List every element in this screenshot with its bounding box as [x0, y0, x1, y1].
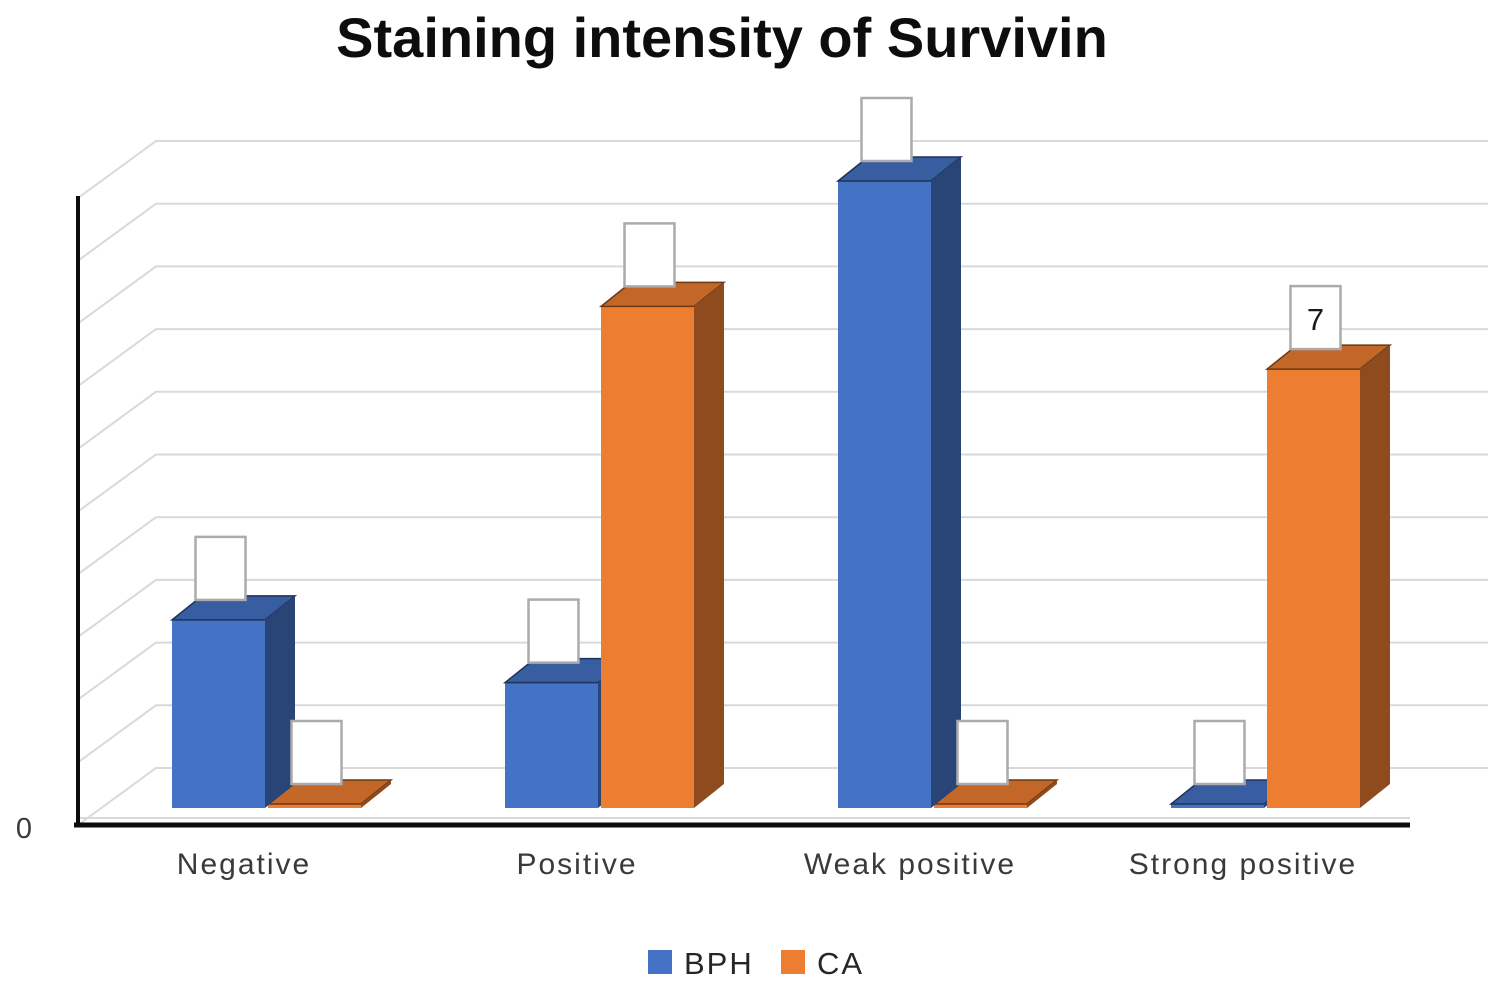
- data-label-box: [860, 96, 913, 163]
- bar-bph-0: [169, 595, 298, 808]
- bar-side-face: [694, 282, 724, 808]
- data-label-box: [1289, 284, 1342, 351]
- data-label-ca-1: [623, 222, 676, 288]
- bar-front-face: [838, 181, 931, 808]
- data-label-box: [956, 719, 1009, 786]
- category-label-2: Weak positive: [804, 848, 1016, 881]
- data-label-box: [623, 222, 676, 288]
- data-label-box: [1193, 719, 1246, 786]
- bar-front-face: [268, 804, 361, 808]
- gridline: [77, 265, 1488, 325]
- legend-swatch-ca: [781, 950, 805, 974]
- axes: [74, 196, 1410, 828]
- bar-front-face: [1267, 369, 1360, 808]
- category-axis-labels: Negative Positive Weak positive Strong posi…: [177, 848, 1357, 881]
- gridline: [77, 328, 1488, 387]
- data-label-value: 7: [1307, 302, 1324, 337]
- data-label-bph-0: [194, 535, 247, 602]
- gridline: [77, 453, 1488, 513]
- gridline: [77, 767, 1488, 826]
- data-label-ca-3: 7: [1289, 284, 1342, 351]
- gridline: [77, 578, 1488, 638]
- data-label-box: [194, 535, 247, 602]
- bar-side-face: [361, 780, 391, 808]
- gridline: [77, 390, 1488, 450]
- data-label-bph-1: [527, 598, 580, 664]
- bar-side-face: [265, 595, 295, 808]
- data-labels: 7: [194, 96, 1342, 786]
- gridline: [77, 202, 1488, 262]
- bar-ca-0: [265, 779, 394, 808]
- bar-side-face: [1027, 780, 1057, 808]
- bar-front-face: [934, 804, 1027, 808]
- legend-label-ca: CA: [817, 946, 864, 981]
- gridlines: [77, 140, 1488, 826]
- bar-ca-1: [598, 281, 727, 808]
- bars: [169, 156, 1393, 808]
- data-label-bph-3: [1193, 719, 1246, 786]
- bar-ca-3: [1264, 344, 1393, 808]
- gridline: [77, 641, 1488, 701]
- bar-side-face: [1360, 345, 1390, 808]
- category-label-1: Positive: [516, 848, 637, 881]
- legend: BPH CA: [648, 946, 864, 981]
- bar-front-face: [1171, 804, 1264, 808]
- bar-front-face: [505, 682, 598, 808]
- gridline: [77, 140, 1488, 199]
- data-label-box: [527, 598, 580, 664]
- category-label-0: Negative: [177, 848, 311, 881]
- category-label-3: Strong positive: [1129, 848, 1357, 881]
- bar-bph-2: [835, 156, 964, 808]
- y-axis-tick-0: 0: [16, 813, 32, 845]
- data-label-ca-2: [956, 719, 1009, 786]
- legend-label-bph: BPH: [684, 946, 754, 981]
- bar-front-face: [601, 306, 694, 808]
- gridline: [77, 516, 1488, 576]
- chart-title: Staining intensity of Survivin: [336, 6, 1108, 69]
- gridline: [77, 704, 1488, 764]
- data-label-bph-2: [860, 96, 913, 163]
- legend-swatch-bph: [648, 950, 672, 974]
- bar-side-face: [931, 157, 961, 808]
- data-label-ca-0: [290, 719, 343, 786]
- data-label-box: [290, 719, 343, 786]
- bar-front-face: [172, 619, 265, 808]
